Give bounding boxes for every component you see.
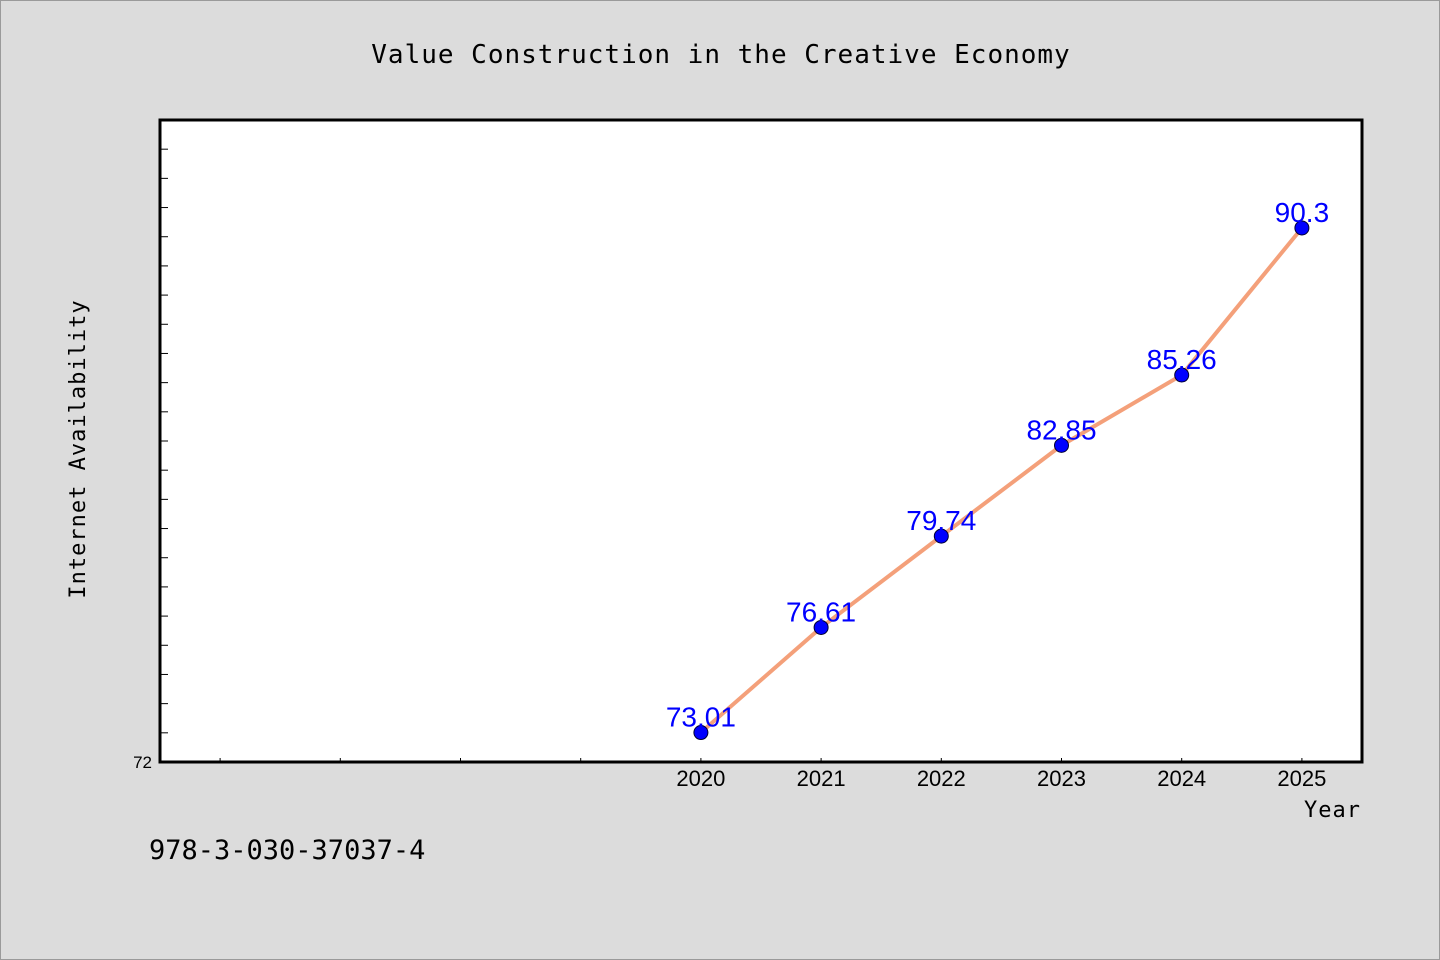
- x-axis-label: Year: [1304, 798, 1361, 823]
- x-tick-label: 2022: [917, 766, 966, 791]
- chart-title: Value Construction in the Creative Econo…: [371, 40, 1070, 70]
- data-point: [1174, 367, 1190, 383]
- x-tick-label: 2024: [1157, 766, 1206, 791]
- data-label: 76.61: [786, 596, 856, 627]
- y-tick-label: 72: [133, 753, 152, 772]
- series-line: [698, 225, 1304, 735]
- plot-area: [158, 118, 1364, 764]
- isbn-code: 978-3-030-37037-4: [149, 835, 426, 866]
- data-label: 90.3: [1275, 197, 1330, 228]
- data-label: 79.74: [906, 505, 976, 536]
- data-label: 82.85: [1026, 414, 1096, 445]
- y-axis-label: Internet Availability: [66, 299, 91, 598]
- x-tick-label: 2020: [676, 766, 725, 791]
- y-axis-tick-labels: 72: [133, 753, 152, 772]
- x-axis-tick-labels: 2020 2021 2022 2023 2024 2025: [676, 766, 1326, 791]
- series-points: [693, 220, 1310, 741]
- x-axis-ticks: [219, 758, 1303, 762]
- y-axis-ticks: [160, 148, 168, 734]
- data-point: [933, 528, 949, 544]
- data-point: [813, 619, 829, 635]
- x-tick-label: 2025: [1277, 766, 1326, 791]
- x-tick-label: 2023: [1037, 766, 1086, 791]
- data-point: [1054, 437, 1069, 453]
- data-point: [1294, 220, 1310, 236]
- series-data-labels: 73.01 76.61 79.74 82.85 85.26 90.3: [666, 197, 1329, 733]
- x-tick-label: 2021: [797, 766, 846, 791]
- data-point: [693, 725, 709, 741]
- data-label: 73.01: [666, 702, 736, 733]
- data-label: 85.26: [1147, 344, 1217, 375]
